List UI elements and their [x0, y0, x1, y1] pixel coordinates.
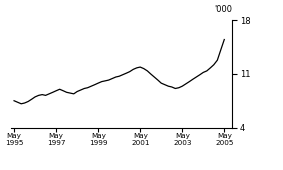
Text: '000: '000	[214, 5, 232, 14]
